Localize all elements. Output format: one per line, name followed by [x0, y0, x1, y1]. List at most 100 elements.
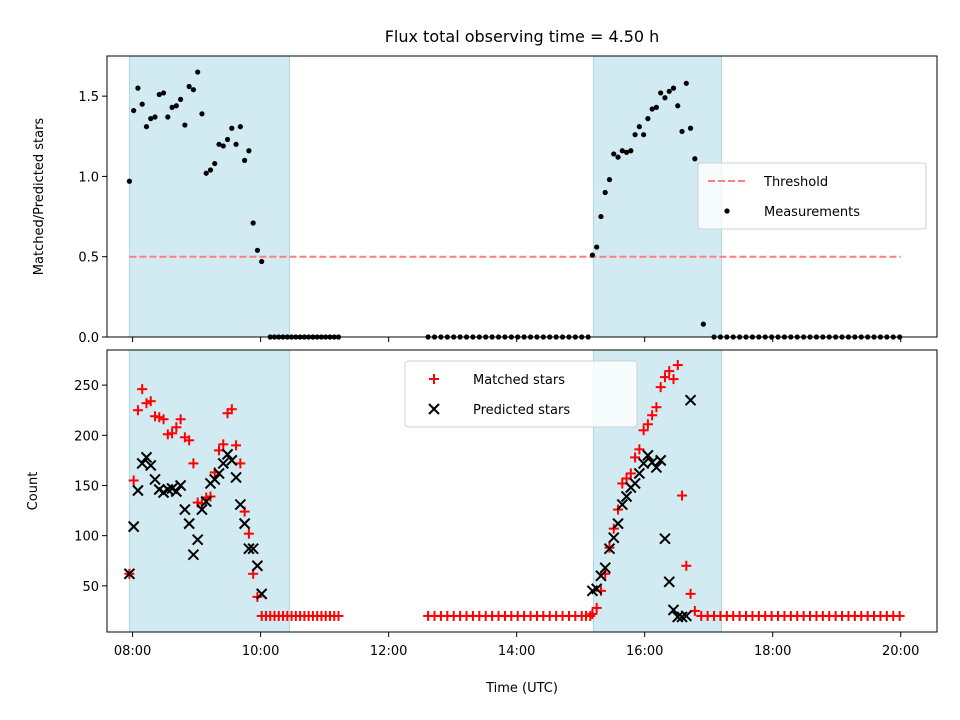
y-tick-label: 0.5	[78, 251, 99, 266]
measurement-point	[173, 103, 179, 109]
matched-star-point	[145, 396, 156, 407]
predicted-star-point	[187, 549, 200, 561]
predicted-star-point	[654, 454, 667, 467]
predicted-star-point	[170, 485, 183, 498]
legend-measurements-swatch	[724, 208, 730, 214]
measurement-point	[195, 69, 201, 75]
bottom-y-axis-label: Count	[26, 472, 41, 511]
predicted-star-point	[684, 394, 697, 406]
matched-star-point	[333, 610, 344, 621]
matched-star-point	[681, 560, 692, 571]
y-tick-label: 100	[74, 530, 99, 545]
predicted-star-point	[620, 490, 633, 503]
predicted-star-point	[603, 542, 616, 555]
measurement-point	[242, 157, 248, 163]
predicted-star-point	[196, 503, 208, 516]
predicted-star-point	[230, 471, 242, 484]
predicted-star-point	[633, 467, 646, 480]
predicted-star-point	[642, 449, 654, 462]
top-panel: 0.0 0.5 1.0 1.5 Flux total observing time =…	[32, 27, 938, 346]
predicted-star-point	[226, 454, 238, 467]
matched-star-point	[175, 414, 186, 425]
shaded-interval	[128, 55, 290, 338]
bottom-axes-frame	[106, 349, 938, 633]
predicted-star-point	[200, 495, 212, 508]
measurement-point	[623, 149, 630, 155]
measurement-point	[143, 124, 150, 130]
matched-star-point	[672, 360, 683, 371]
matched-star-point	[188, 458, 199, 469]
top-legend-box	[697, 162, 927, 230]
measurement-point	[632, 132, 638, 138]
predicted-star-point	[191, 533, 204, 546]
predicted-star-point	[123, 568, 136, 580]
measurement-point	[182, 122, 188, 128]
legend-matched-label: Matched stars	[473, 373, 565, 388]
measurement-point	[687, 125, 694, 131]
x-tick-label: 10:00	[242, 644, 279, 659]
y-tick-label: 50	[82, 580, 99, 595]
measurement-point	[126, 178, 133, 184]
predicted-star-point	[663, 576, 675, 588]
bottom-y-ticks: 50 100 150 200 250	[74, 379, 107, 595]
matched-star-point	[184, 435, 195, 446]
predicted-star-point	[234, 498, 247, 511]
measurement-point	[700, 321, 706, 327]
matched-star-point	[128, 475, 139, 486]
matched-star-point	[668, 374, 679, 385]
matched-star-point	[591, 602, 602, 613]
predicted-star-point	[149, 473, 161, 486]
matched-star-point	[642, 419, 653, 430]
measurements-points	[126, 69, 903, 340]
measurement-point	[653, 104, 660, 110]
predicted-star-point	[183, 517, 195, 530]
measurement-point	[207, 167, 214, 173]
predicted-stars-points	[123, 394, 697, 623]
measurement-point	[203, 170, 209, 176]
predicted-star-point	[209, 473, 221, 486]
measurement-point	[692, 156, 698, 162]
predicted-star-point	[251, 560, 264, 572]
matched-star-point	[235, 458, 246, 469]
x-tick-label: 12:00	[370, 644, 407, 659]
predicted-star-point	[213, 467, 225, 480]
predicted-star-point	[127, 520, 140, 533]
measurement-point	[641, 132, 647, 138]
matched-star-point	[659, 372, 670, 383]
measurement-point	[165, 114, 171, 120]
measurement-point	[611, 151, 617, 157]
measurement-point	[619, 148, 625, 154]
matched-star-point	[158, 414, 169, 425]
measurement-point	[675, 103, 681, 109]
matched-star-point	[621, 473, 632, 484]
matched-star-point	[634, 444, 645, 455]
matched-star-point	[685, 588, 696, 599]
predicted-star-point	[608, 531, 620, 544]
measurement-point	[131, 107, 137, 114]
measurement-point	[233, 141, 239, 147]
legend-matched-swatch	[429, 374, 439, 384]
top-shaded-intervals	[128, 55, 722, 338]
predicted-star-point	[659, 532, 671, 545]
measurement-point	[220, 143, 226, 149]
y-tick-label: 250	[74, 379, 99, 394]
x-tick-label: 14:00	[498, 644, 535, 659]
measurement-point	[606, 177, 613, 183]
matched-star-point	[677, 490, 688, 501]
measurement-point	[178, 96, 184, 102]
matched-star-point	[167, 428, 178, 439]
measurement-point	[683, 80, 689, 86]
matched-star-point	[587, 608, 598, 619]
top-y-axis-label: Matched/Predicted stars	[32, 118, 47, 276]
matched-star-point	[625, 468, 636, 479]
bottom-legend: Matched stars Predicted stars	[404, 360, 638, 428]
legend-predicted-label: Predicted stars	[473, 403, 570, 418]
predicted-star-point	[243, 542, 255, 555]
matched-star-point	[132, 405, 143, 416]
measurement-point	[212, 160, 218, 167]
y-tick-label: 0.0	[78, 331, 99, 346]
matched-star-point	[664, 366, 675, 377]
shaded-interval	[128, 349, 290, 633]
matched-star-point	[137, 384, 148, 395]
